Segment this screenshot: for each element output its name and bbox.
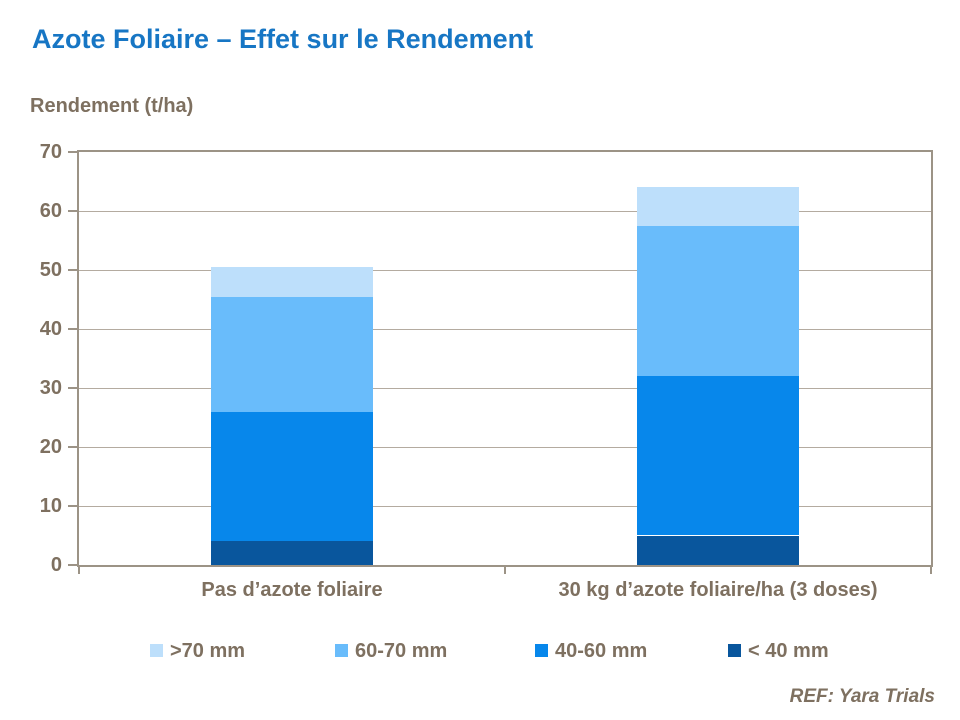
y-axis-tick xyxy=(68,269,77,271)
x-axis-tick xyxy=(504,566,506,574)
legend-swatch xyxy=(535,644,548,657)
y-axis-tick xyxy=(68,446,77,448)
legend-label: 40-60 mm xyxy=(555,640,648,662)
gridline xyxy=(79,506,931,507)
y-axis-tick-label: 50 xyxy=(39,259,62,281)
legend-swatch xyxy=(150,644,163,657)
y-axis-tick xyxy=(68,387,77,389)
y-axis-tick-label: 20 xyxy=(39,436,62,458)
page-title: Azote Foliaire – Effet sur le Rendement xyxy=(32,24,534,54)
legend-swatch xyxy=(335,644,348,657)
y-axis-tick-label: 0 xyxy=(50,554,62,576)
bar-segment xyxy=(211,267,373,297)
y-axis-caption: Rendement (t/ha) xyxy=(30,95,194,117)
plot-area xyxy=(77,150,933,567)
y-axis-tick-label: 60 xyxy=(39,200,62,222)
y-axis-tick xyxy=(68,328,77,330)
bar-segment xyxy=(211,296,373,412)
bar-segment xyxy=(637,376,799,536)
x-axis-category-label: 30 kg d’azote foliaire/ha (3 doses) xyxy=(558,579,878,601)
legend-label: 60-70 mm xyxy=(355,640,448,662)
legend-item: 40-60 mm xyxy=(535,640,648,662)
legend-label: >70 mm xyxy=(170,640,246,662)
bar-segment xyxy=(211,541,373,565)
y-axis-tick xyxy=(68,564,77,566)
y-axis-tick-label: 40 xyxy=(39,318,62,340)
gridline xyxy=(79,447,931,448)
y-axis-tick xyxy=(68,151,77,153)
gridline xyxy=(79,329,931,330)
x-axis-category-label: Pas d’azote foliaire xyxy=(201,579,383,601)
x-axis-tick xyxy=(930,566,932,574)
y-axis-tick xyxy=(68,505,77,507)
legend-label: < 40 mm xyxy=(748,640,829,662)
gridline xyxy=(79,270,931,271)
ref-note: REF: Yara Trials xyxy=(789,686,935,707)
legend-item: < 40 mm xyxy=(728,640,829,662)
y-axis-tick-label: 30 xyxy=(39,377,62,399)
legend-item: >70 mm xyxy=(150,640,246,662)
legend-swatch xyxy=(728,644,741,657)
bar-segment xyxy=(637,187,799,226)
y-axis-tick-label: 10 xyxy=(39,495,62,517)
bar-segment xyxy=(211,411,373,542)
gridline xyxy=(79,211,931,212)
legend-item: 60-70 mm xyxy=(335,640,448,662)
bar-segment xyxy=(637,225,799,377)
bar-segment xyxy=(637,535,799,565)
gridline xyxy=(79,388,931,389)
y-axis-tick xyxy=(68,210,77,212)
x-axis-tick xyxy=(78,566,80,574)
y-axis-tick-label: 70 xyxy=(39,141,62,163)
